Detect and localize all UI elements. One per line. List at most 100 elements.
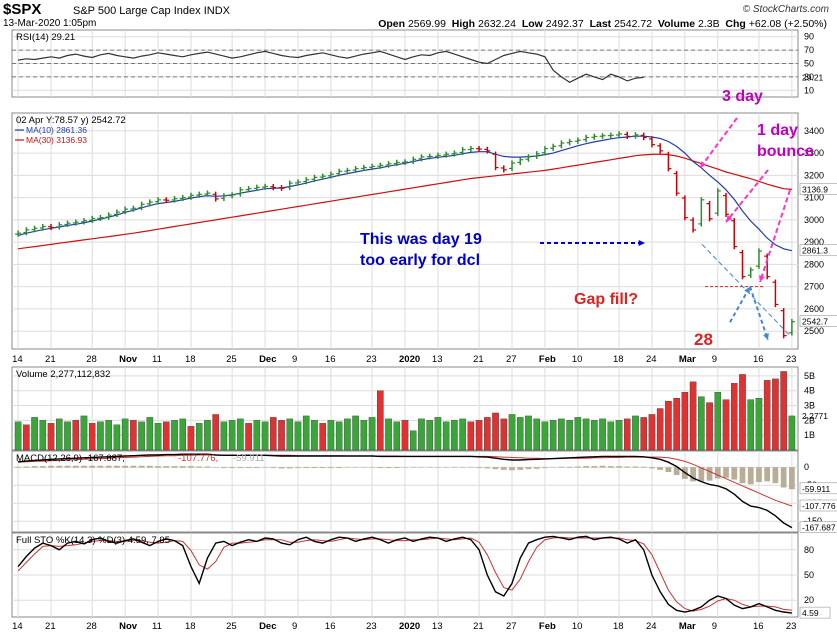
volume-bar: [130, 420, 137, 451]
macd-histogram-bar: [772, 467, 779, 484]
macd-histogram-bar: [467, 467, 474, 468]
macd-histogram-bar: [517, 467, 524, 470]
volume-bar: [788, 415, 796, 451]
volume-bar: [698, 396, 705, 451]
annotation-three-day: 3 day: [722, 88, 763, 105]
macd-histogram-bar: [89, 465, 96, 468]
macd-histogram-bar: [48, 465, 54, 468]
macd-histogram-bar: [270, 467, 277, 469]
macd-right-label-box: [799, 499, 837, 512]
stochastic-y-tick: 20: [804, 595, 814, 605]
macd-histogram-bar: [739, 467, 746, 484]
x-tick-label: 13: [432, 354, 443, 365]
macd-histogram-bar: [31, 466, 38, 468]
macd-legend: MACD(12,26,9) -167.687,: [16, 453, 125, 464]
volume-bar: [228, 420, 236, 451]
volume-bar: [591, 420, 598, 451]
volume-bar: [558, 418, 565, 451]
x-tick-label: 24: [646, 621, 657, 632]
annotation-one-day: 1 day: [757, 122, 798, 139]
x-tick-label: 23: [786, 354, 797, 365]
x-tick-label: 28: [86, 621, 97, 632]
volume-bar: [31, 417, 38, 451]
x-tick-label: 9: [712, 621, 717, 632]
volume-bar: [566, 420, 573, 451]
x-tick-label: 13: [432, 621, 443, 632]
macd-histogram-bar: [130, 465, 137, 468]
macd-y-tick: -150: [804, 516, 822, 526]
macd-signal-legend: -107.776,: [178, 453, 218, 464]
volume-y-tick: 4B: [804, 386, 815, 396]
volume-bar: [442, 421, 450, 451]
macd-histogram-bar: [171, 466, 178, 468]
volume-bar: [434, 417, 442, 451]
last-value: 2542.72: [614, 18, 653, 30]
volume-last-label: 2.2771: [802, 411, 828, 421]
volume-bar: [574, 417, 582, 451]
volume-bar: [14, 421, 22, 451]
macd-histogram-bar: [319, 467, 326, 469]
macd-histogram-bar: [698, 467, 705, 482]
volume-bar: [294, 421, 302, 451]
macd-y-tick: 0: [804, 462, 809, 472]
macd-histogram-bar: [665, 467, 672, 473]
x-tick-label: 14: [12, 621, 23, 632]
x-tick-label: 2020: [399, 354, 420, 365]
macd-histogram-bar: [179, 466, 186, 468]
macd-histogram-bar: [599, 465, 606, 468]
x-tick-label: 10: [572, 354, 583, 365]
macd-histogram-bar: [328, 467, 334, 469]
bounce-arrow-head: [759, 275, 765, 282]
x-tick-label: 18: [185, 621, 196, 632]
volume-bar: [780, 371, 787, 451]
macd-histogram-bar: [566, 466, 573, 468]
x-tick-label: 25: [226, 354, 237, 365]
macd-histogram-bar: [402, 467, 408, 468]
macd-histogram-bar: [163, 466, 170, 468]
macd-histogram-bar: [764, 467, 771, 482]
stochastic-d-line: [17, 536, 792, 612]
volume-bar: [352, 415, 359, 451]
macd-histogram-bar: [360, 467, 367, 468]
volume-bar: [623, 418, 631, 451]
volume-bar: [418, 418, 425, 451]
ma30-line: [18, 153, 792, 250]
chg-label: Chg: [725, 18, 746, 30]
volume-bar: [327, 420, 335, 451]
price-y-tick: 3400: [804, 126, 824, 136]
x-tick-label: 27: [506, 621, 517, 632]
macd-histogram-bar: [616, 466, 622, 468]
volume-bar: [533, 418, 540, 451]
macd-right-label-box: [799, 482, 837, 495]
macd-histogram-bar: [558, 466, 565, 468]
exchange-label: INDX: [203, 5, 230, 17]
price-y-tick: 2600: [804, 304, 824, 314]
macd-hist-legend: -59.911: [233, 453, 265, 464]
annotation-day19-line1: This was day 19: [360, 231, 482, 248]
macd-histogram-bar: [632, 466, 639, 468]
volume-bar: [47, 423, 55, 451]
x-tick-label: Nov: [119, 354, 138, 365]
price-right-label: 2861.3: [802, 246, 828, 256]
x-tick-label: Feb: [539, 354, 556, 365]
x-tick-label: 24: [646, 354, 657, 365]
macd-histogram-bar: [459, 467, 466, 468]
macd-histogram-bar: [756, 467, 762, 483]
macd-histogram-bar: [64, 465, 71, 468]
volume-bar: [681, 392, 689, 451]
volume-bar: [171, 420, 178, 451]
volume-bar: [492, 412, 499, 451]
macd-histogram-bar: [657, 467, 664, 470]
stochastic-right-label: 4.59: [802, 608, 819, 618]
volume-bar: [459, 418, 466, 451]
volume-bar: [138, 421, 145, 451]
open-value: 2569.99: [407, 18, 446, 30]
rsi-y-tick: 10: [804, 85, 814, 95]
macd-histogram-bar: [426, 467, 433, 468]
volume-bar: [195, 423, 203, 451]
three-day-arrow: [699, 117, 738, 169]
macd-histogram-bar: [484, 467, 491, 469]
volume-bar: [64, 421, 71, 451]
annotation-count-28: 28: [694, 330, 713, 349]
